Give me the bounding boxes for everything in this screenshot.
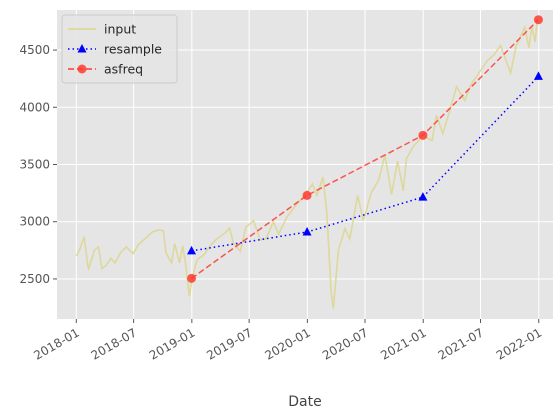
y-tick-labels: 2500 3000 3500 4000 4500: [19, 43, 50, 286]
x-axis-label: Date: [288, 394, 321, 410]
x-tick-label: 2020-07: [320, 325, 370, 362]
legend-marker-resample: [77, 44, 87, 53]
series-line-input: [75, 16, 539, 309]
x-tick-label: 2022-01: [494, 325, 544, 362]
x-tick-label: 2019-07: [204, 325, 254, 362]
data-point-asfreq: [302, 190, 312, 200]
legend: input resample asfreq: [61, 14, 178, 84]
legend-label-asfreq: asfreq: [104, 62, 143, 77]
legend-label-input: input: [104, 22, 136, 37]
x-tick-label: 2020-01: [262, 325, 312, 362]
x-tick-labels: 2018-01 2018-07 2019-01 2019-07 2020-01 2020-…: [31, 325, 544, 362]
data-point-asfreq: [187, 273, 197, 283]
x-tick-label: 2018-07: [89, 325, 139, 362]
data-point-asfreq: [418, 130, 428, 140]
data-point-asfreq: [533, 15, 543, 25]
data-point-resample: [418, 192, 428, 201]
x-tick-label: 2021-01: [378, 325, 428, 362]
series-line-resample: [191, 75, 539, 252]
series-line-asfreq: [191, 19, 539, 280]
y-tick-label: 4000: [19, 100, 50, 114]
x-tick-label: 2018-01: [31, 325, 81, 362]
legend-label-resample: resample: [104, 42, 162, 57]
data-point-resample: [187, 245, 197, 255]
legend-marker-asfreq: [77, 64, 87, 74]
y-tick-label: 2500: [19, 272, 50, 286]
x-tick-label: 2021-07: [436, 325, 486, 362]
series-layer: [75, 15, 543, 309]
legend-box: [61, 14, 178, 84]
y-tick-label: 3500: [19, 158, 50, 172]
data-point-resample: [302, 227, 312, 236]
x-tick-label: 2019-01: [147, 325, 197, 362]
y-tick-label: 3000: [19, 215, 50, 229]
y-tick-label: 4500: [19, 43, 50, 57]
data-point-resample: [533, 71, 543, 80]
